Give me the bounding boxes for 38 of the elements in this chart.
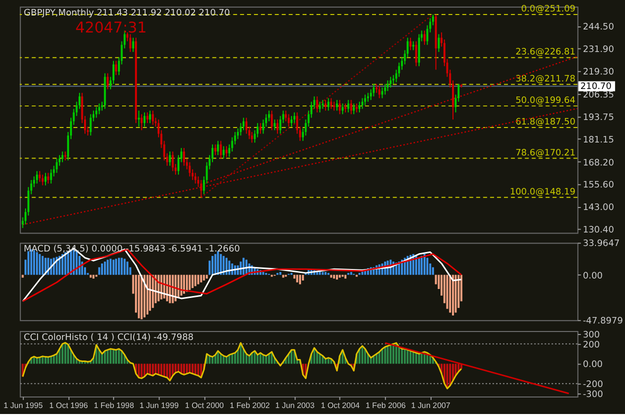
- y-tick-label: 231.90: [582, 45, 614, 56]
- ref-line-label: 61.8@187.50: [515, 118, 576, 128]
- y-tick-label: -300: [582, 390, 604, 400]
- y-tick-label: 244.50: [582, 22, 614, 33]
- y-tick-label: 168.20: [582, 158, 614, 168]
- x-tick-label: 1 Oct 2004: [320, 400, 360, 410]
- y-tick-label: 181.15: [582, 135, 614, 146]
- x-tick-label: 1 Oct 1996: [49, 400, 89, 410]
- ref-line-label: 100.0@148.19: [510, 187, 576, 198]
- ref-line-label: 210.70: [580, 82, 612, 92]
- y-tick-label: 200: [582, 340, 600, 350]
- ref-line-label: 0.0@251.09: [521, 4, 576, 14]
- y-tick-label: 155.60: [582, 180, 614, 191]
- ref-line-label: 78.6@170.21: [515, 148, 576, 158]
- y-tick-label: 219.30: [582, 67, 614, 78]
- y-tick-label: 130.40: [582, 226, 614, 236]
- x-tick-label: 1 Jun 2003: [275, 400, 316, 410]
- ref-line-label: 38.2@211.78: [515, 74, 576, 84]
- y-tick-label: 0.00: [582, 360, 603, 370]
- x-tick-label: 1 Jun 2007: [411, 400, 450, 410]
- y-tick-label: 0.00: [582, 271, 603, 282]
- y-tick-label: 143.00: [582, 203, 614, 214]
- y-tick-label: 33.9647: [582, 239, 620, 250]
- x-tick-label: 1 Jun 1999: [139, 400, 180, 410]
- y-tick-label: -200: [582, 380, 604, 390]
- ref-line-label: 50.0@199.64: [515, 96, 576, 106]
- x-tick-label: 1 Feb 2006: [366, 400, 406, 410]
- y-tick-label: 206.35: [582, 90, 614, 100]
- x-tick-label: 1 Jun 1995: [4, 400, 44, 410]
- x-tick-label: 1 Feb 1998: [94, 400, 135, 410]
- x-tick-label: 1 Oct 2000: [185, 400, 224, 410]
- ref-line-label: 23.6@226.81: [515, 48, 576, 58]
- chart-title: CCI ColorHisto ( 14 ) CCI(14) -49.7988: [24, 332, 194, 343]
- x-tick-label: 1 Feb 2002: [230, 400, 270, 410]
- y-tick-label: 300: [582, 330, 600, 340]
- y-tick-label: -47.8979: [582, 316, 624, 327]
- y-tick-label: 193.75: [582, 112, 614, 123]
- annotation: 42047:31: [75, 18, 147, 36]
